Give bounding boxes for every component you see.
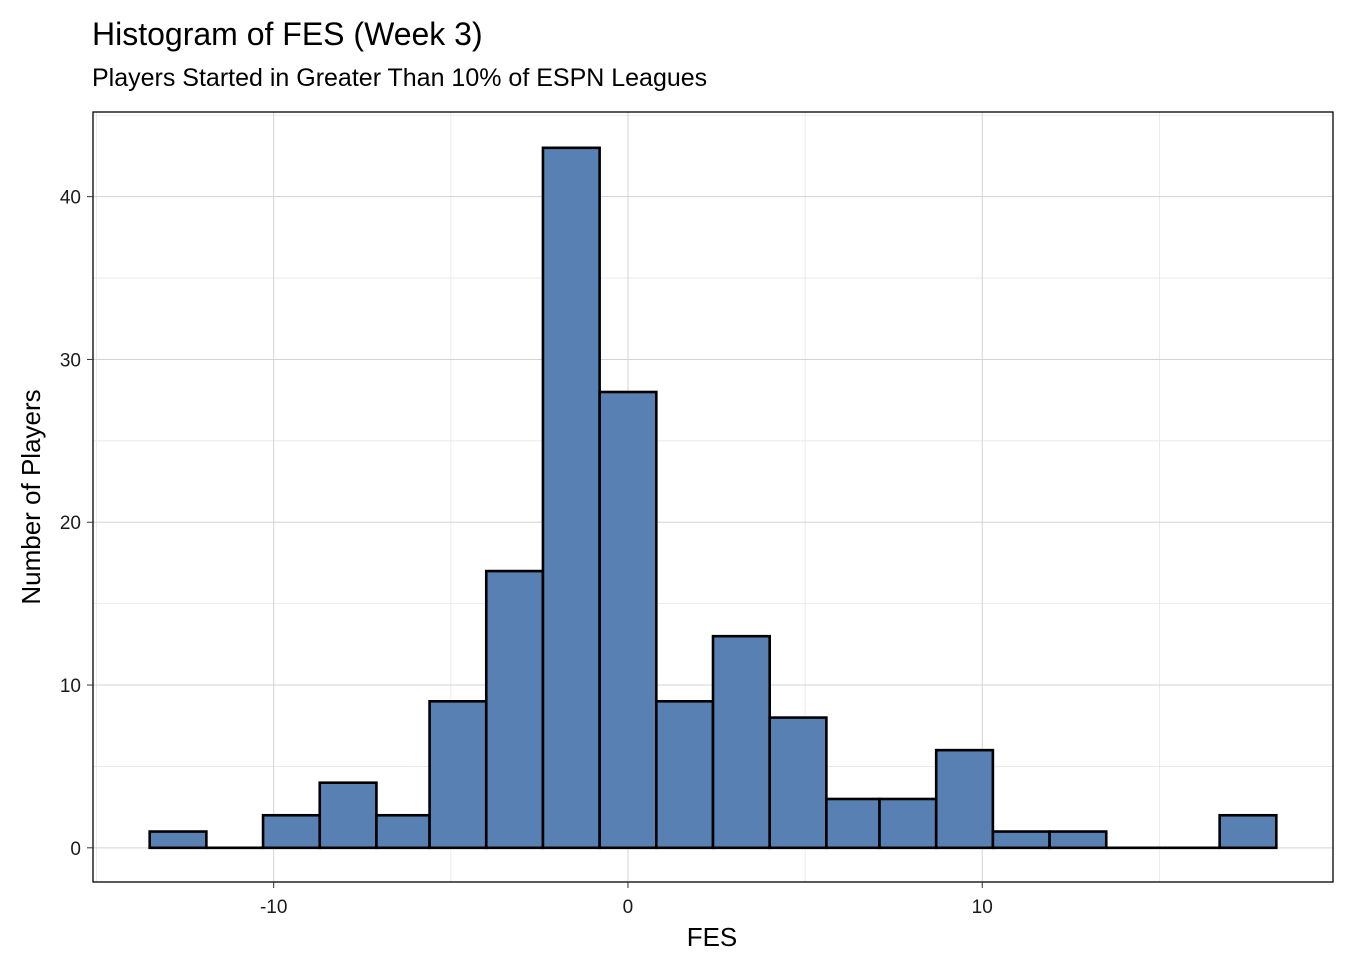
histogram-bar bbox=[375, 813, 431, 850]
x-tick-label: -10 bbox=[260, 897, 287, 918]
histogram-bar bbox=[541, 146, 601, 850]
grid-lines bbox=[93, 112, 1333, 882]
y-tick-label: 20 bbox=[60, 513, 81, 534]
histogram-bar bbox=[1218, 813, 1278, 850]
x-axis-ticks: -10 0 10 bbox=[260, 882, 993, 918]
y-axis-ticks: 0 10 20 30 40 bbox=[60, 188, 93, 860]
histogram-bar bbox=[825, 797, 881, 850]
histogram-bar bbox=[711, 634, 771, 850]
histogram-bar bbox=[148, 830, 208, 850]
x-tick-label: 10 bbox=[972, 897, 993, 918]
plot-panel-border bbox=[92, 111, 1334, 883]
histogram-bar bbox=[768, 716, 828, 850]
histogram-bar bbox=[1048, 830, 1108, 850]
histogram-bar bbox=[261, 813, 322, 850]
x-axis-title: FES bbox=[687, 922, 738, 952]
y-axis-title: Number of Players bbox=[16, 389, 46, 604]
chart-title: Histogram of FES (Week 3) bbox=[92, 16, 483, 52]
histogram-bar bbox=[598, 390, 658, 850]
histogram-bar bbox=[428, 700, 488, 850]
histogram-bar bbox=[991, 830, 1051, 850]
y-tick-label: 10 bbox=[60, 676, 81, 697]
y-tick-label: 30 bbox=[60, 350, 81, 371]
histogram-bars bbox=[148, 146, 1278, 850]
histogram-bar bbox=[878, 797, 938, 850]
histogram-bar bbox=[655, 700, 715, 850]
x-tick-label: 0 bbox=[623, 897, 634, 918]
histogram-bar bbox=[318, 781, 378, 850]
chart-subtitle: Players Started in Greater Than 10% of E… bbox=[92, 64, 708, 92]
y-tick-label: 0 bbox=[70, 839, 81, 860]
histogram-bar bbox=[484, 569, 545, 850]
histogram-bar bbox=[934, 748, 995, 850]
y-tick-label: 40 bbox=[60, 188, 81, 209]
